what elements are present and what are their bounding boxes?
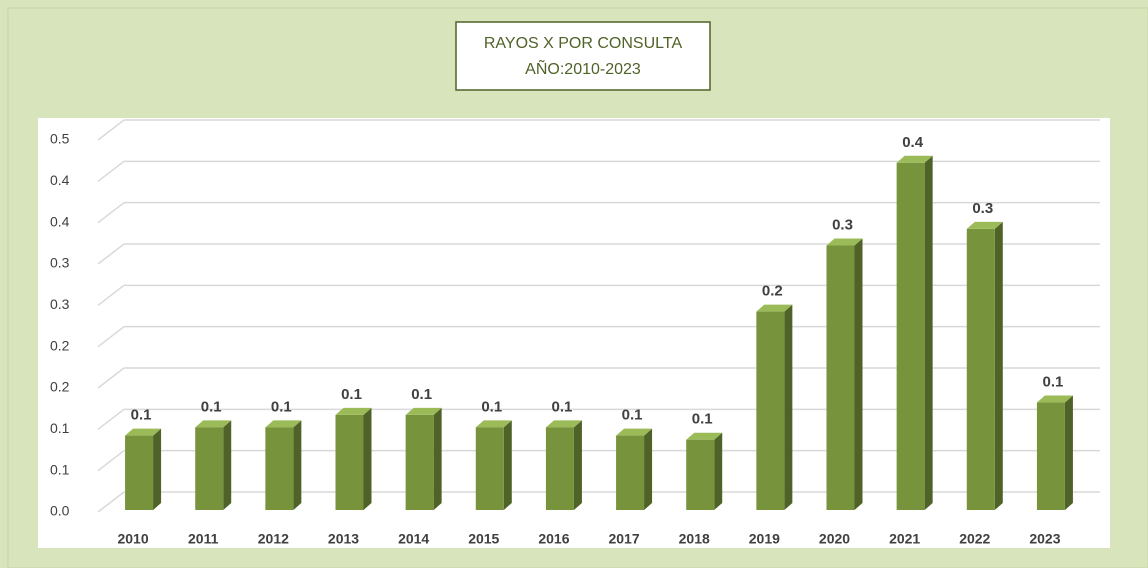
- y-tick-label: 0.4: [50, 172, 70, 188]
- data-label: 0.1: [692, 411, 713, 428]
- bar-top: [545, 420, 582, 428]
- bar: [756, 311, 785, 510]
- bar-top: [896, 155, 933, 163]
- x-tick-label: 2016: [538, 531, 569, 547]
- bar: [335, 414, 364, 510]
- y-tick-label: 0.5: [50, 131, 70, 147]
- data-label: 0.1: [271, 398, 292, 415]
- x-tick-label: 2014: [398, 531, 429, 547]
- data-label: 0.2: [762, 283, 783, 300]
- data-label: 0.1: [341, 386, 362, 403]
- bar-side: [644, 428, 653, 510]
- bar-side: [573, 420, 582, 510]
- grid-line: [97, 119, 125, 141]
- x-tick-label: 2023: [1029, 531, 1060, 547]
- y-tick-label: 0.3: [50, 255, 70, 271]
- bar-side: [1064, 395, 1073, 510]
- bar: [616, 435, 645, 510]
- bar: [826, 245, 855, 510]
- bar-side: [924, 155, 933, 511]
- bar: [475, 427, 504, 510]
- bar-top: [686, 432, 723, 440]
- x-tick-label: 2019: [749, 531, 780, 547]
- bar: [686, 439, 715, 510]
- bar: [195, 427, 224, 510]
- grid-line: [97, 326, 125, 348]
- bar-top: [335, 407, 372, 415]
- bar-top: [265, 420, 302, 428]
- grid-line: [97, 450, 125, 472]
- x-tick-label: 2020: [819, 531, 850, 547]
- bar-side: [854, 238, 863, 510]
- bar-side: [503, 420, 512, 510]
- bar-top: [405, 407, 442, 415]
- x-tick-label: 2015: [468, 531, 499, 547]
- bar-side: [784, 304, 793, 510]
- bar-top: [1036, 395, 1073, 403]
- bar-side: [293, 420, 302, 510]
- x-tick-label: 2021: [889, 531, 920, 547]
- grid-line: [97, 202, 125, 224]
- x-tick-label: 2022: [959, 531, 990, 547]
- y-tick-label: 0.1: [50, 420, 70, 436]
- bar-top: [125, 428, 162, 436]
- data-label: 0.1: [131, 407, 152, 424]
- data-label: 0.1: [411, 386, 432, 403]
- title-box: [455, 21, 711, 91]
- grid-line: [97, 491, 125, 513]
- data-label: 0.3: [832, 216, 853, 233]
- bar: [405, 414, 434, 510]
- data-label: 0.1: [481, 398, 502, 415]
- data-label: 0.1: [201, 398, 222, 415]
- data-label: 0.1: [1042, 374, 1063, 391]
- grid-line: [97, 243, 125, 265]
- bar-top: [756, 304, 793, 312]
- y-tick-label: 0.0: [50, 503, 70, 519]
- bar: [265, 427, 294, 510]
- bar-top: [966, 221, 1003, 229]
- bar-top: [616, 428, 653, 436]
- y-tick-label: 0.3: [50, 296, 70, 312]
- bar: [545, 427, 574, 510]
- grid-line: [97, 284, 125, 306]
- bar-side: [994, 221, 1003, 510]
- bar-top: [826, 238, 863, 246]
- y-tick-label: 0.2: [50, 379, 70, 395]
- grid-line: [97, 367, 125, 389]
- y-tick-label: 0.4: [50, 213, 70, 229]
- grid-line: [97, 160, 125, 182]
- y-tick-label: 0.2: [50, 337, 70, 353]
- bar-side: [223, 420, 232, 510]
- bar-side: [153, 428, 162, 510]
- x-tick-label: 2017: [608, 531, 639, 547]
- bar-side: [714, 432, 723, 510]
- chart-subtitle: AÑO:2010-2023: [525, 58, 641, 78]
- x-tick-label: 2018: [679, 531, 710, 547]
- bar: [1036, 402, 1065, 510]
- data-label: 0.1: [622, 407, 643, 424]
- bar-side: [433, 407, 442, 510]
- bar: [896, 162, 925, 511]
- x-tick-label: 2010: [117, 531, 148, 547]
- bar: [125, 435, 154, 510]
- bar: [966, 228, 995, 510]
- x-tick-label: 2012: [258, 531, 289, 547]
- data-label: 0.3: [972, 200, 993, 217]
- grid-line: [97, 408, 125, 430]
- x-tick-label: 2013: [328, 531, 359, 547]
- bar-side: [363, 407, 372, 510]
- x-tick-label: 2011: [188, 531, 219, 547]
- data-label: 0.1: [551, 398, 572, 415]
- y-tick-label: 0.1: [50, 461, 70, 477]
- bar-top: [475, 420, 512, 428]
- bar-top: [195, 420, 232, 428]
- chart-title: RAYOS X POR CONSULTA: [484, 35, 683, 52]
- data-label: 0.4: [902, 134, 924, 151]
